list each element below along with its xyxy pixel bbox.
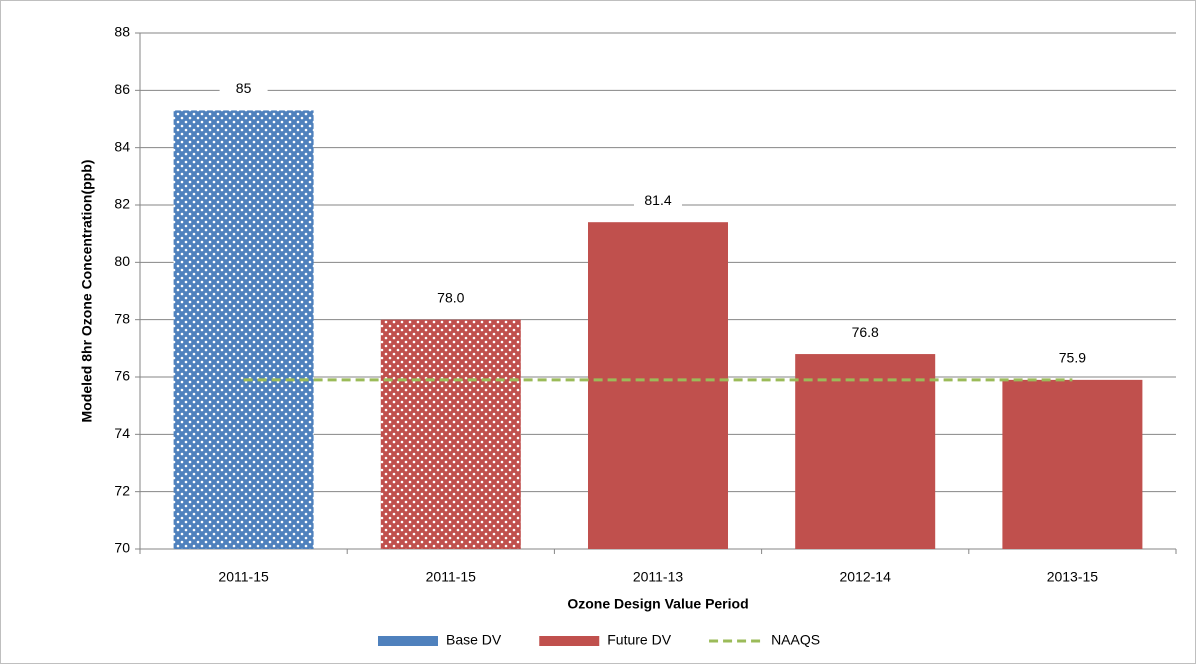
y-axis-title: Modeled 8hr Ozone Concentration(ppb) [79, 160, 95, 423]
legend-swatch [539, 636, 600, 646]
x-tick-label: 2011-15 [218, 569, 269, 585]
label-bg [634, 191, 682, 212]
label-bg [426, 288, 475, 309]
x-tick-label: 2013-15 [1047, 569, 1099, 585]
bar [1002, 379, 1143, 549]
x-tick-label: 2011-15 [426, 569, 477, 585]
bar [380, 319, 521, 549]
label-bg [1048, 348, 1097, 369]
bar [795, 354, 936, 549]
legend-label: NAAQS [771, 632, 820, 648]
label-bg [841, 323, 890, 344]
y-tick-label: 88 [114, 24, 130, 40]
data-label: 76.8 [852, 324, 879, 340]
data-label: 78.0 [437, 289, 464, 305]
bar [588, 222, 728, 549]
bar [173, 110, 314, 550]
data-label: 85 [236, 80, 252, 96]
legend-swatch [378, 636, 438, 646]
y-tick-label: 80 [114, 253, 130, 269]
legend-label: Base DV [446, 632, 502, 648]
data-label: 75.9 [1059, 350, 1086, 366]
y-tick-label: 72 [114, 482, 130, 498]
x-axis-title: Ozone Design Value Period [567, 596, 748, 612]
legend-label: Future DV [607, 632, 671, 648]
y-tick-label: 70 [114, 540, 130, 556]
y-tick-label: 76 [114, 368, 130, 384]
y-tick-label: 78 [114, 310, 130, 326]
label-bg [219, 79, 268, 100]
y-tick-label: 84 [114, 138, 130, 154]
x-tick-label: 2011-13 [633, 569, 684, 585]
y-tick-label: 74 [114, 425, 130, 441]
data-label: 81.4 [644, 192, 671, 208]
y-tick-label: 82 [114, 196, 130, 212]
x-tick-label: 2012-14 [840, 569, 892, 585]
y-tick-label: 86 [114, 81, 130, 97]
